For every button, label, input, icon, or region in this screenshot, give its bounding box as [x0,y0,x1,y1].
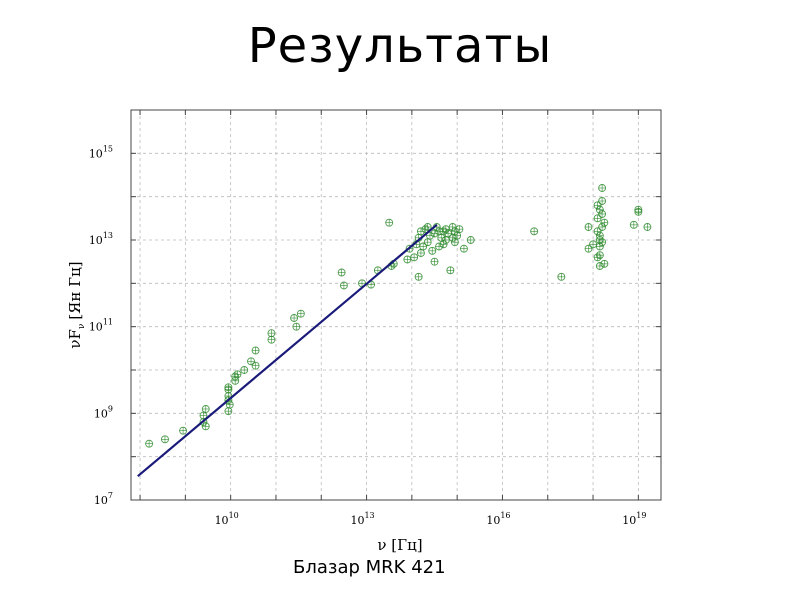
data-point [450,227,459,236]
data-point [595,242,604,251]
data-point [444,229,453,238]
y-axis-label-sub: ν [77,324,87,329]
data-point [290,314,299,322]
data-point [428,246,437,255]
data-point [450,238,459,247]
tick-labels: 1010 1013 1016 1019 107 109 1011 1013 1015 [89,144,647,527]
data-point [414,272,423,281]
data-point [589,240,598,249]
data-point [593,201,602,210]
data-point [643,223,652,231]
x-axis-label: ν [Гц] [377,536,422,554]
y-axis-label: νFν [Ян Гц] [66,261,87,348]
data-point [600,259,609,268]
x-tick-label: 1019 [622,511,646,527]
y-tick-label: 109 [94,404,113,420]
data-point [557,272,566,281]
y-tick-label: 107 [94,491,113,507]
data-point [629,220,638,229]
data-point [439,240,448,249]
data-point [267,335,276,344]
data-point [430,257,439,266]
data-point [247,357,255,366]
data-point [423,238,432,247]
data-point [225,400,234,409]
data-point [593,227,602,236]
fit-line-group [137,223,438,478]
data-point [251,346,260,355]
data-point [224,407,233,416]
plot-frame [130,109,662,501]
data-point [584,244,593,253]
data-point [410,253,419,262]
data-point [240,366,249,374]
data-point [385,218,394,227]
data-point [595,251,604,260]
data-point [455,225,464,234]
data-point [466,236,475,244]
y-axis-label-unit: [Ян Гц] [66,261,84,319]
data-point [267,329,276,338]
y-tick-label: 1015 [89,144,113,160]
data-point [595,231,604,240]
data-point [201,422,210,431]
data-point [224,383,233,392]
data-point [435,242,443,251]
x-tick-label: 1016 [486,511,510,527]
data-point [598,223,607,231]
data-point [416,227,425,236]
data-point [426,231,434,240]
data-point [296,309,305,318]
axis-ticks [131,109,661,501]
data-point [416,249,425,257]
data-point [337,268,346,277]
plot-area [131,110,661,500]
data-point [584,223,593,231]
slide-title: Результаты [247,18,553,74]
chart-caption: Блазар MRK 421 [293,557,446,578]
x-tick-label: 1010 [215,511,239,527]
data-point [459,244,468,253]
data-point [595,205,604,214]
y-tick-label: 1011 [89,318,113,334]
data-point [233,370,242,379]
x-tick-label: 1013 [350,511,374,527]
data-point [598,238,607,247]
data-point [453,231,462,240]
data-point [600,218,609,227]
data-point [403,255,412,264]
data-point [292,322,301,331]
data-point [441,236,450,244]
data-point [593,214,602,223]
data-point [251,361,260,370]
data-point [634,207,643,216]
data-point [419,242,428,251]
data-point [201,405,210,413]
data-point [423,223,432,231]
data-point [598,210,607,218]
data-point [446,266,455,275]
y-axis-label-main: νF [66,329,84,349]
data-point [161,435,169,444]
data-point [598,184,607,192]
data-point [598,197,607,205]
y-tick-label: 1013 [89,231,113,247]
data-point [339,281,348,290]
data-point [179,426,188,435]
data-point [595,262,604,270]
data-point [530,227,539,236]
data-point [145,439,154,448]
fit-line [137,223,438,478]
